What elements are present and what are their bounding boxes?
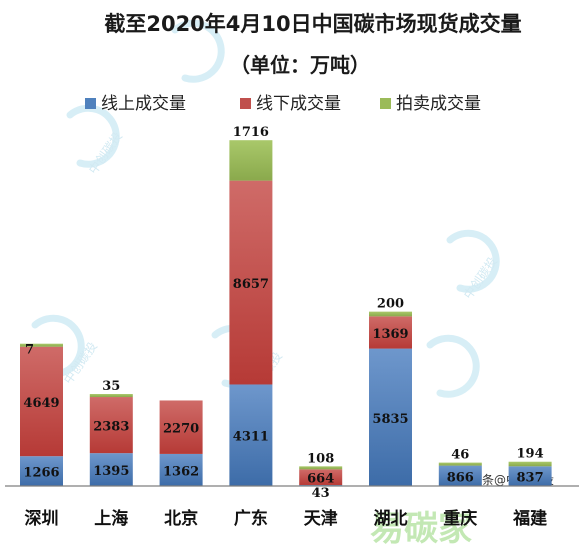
value-label: 4311: [233, 430, 269, 445]
chart-title: 截至2020年4月10日中国碳市场现货成交量: [104, 12, 521, 36]
value-label: 2270: [163, 422, 199, 437]
bar-4-拍卖成交量: [229, 140, 273, 181]
bar-1-拍卖成交量: [20, 343, 63, 347]
bar-7-线上成交量: [438, 465, 482, 486]
legend-swatch-2: [240, 98, 251, 109]
legend: 线上成交量 线下成交量 拍卖成交量: [85, 94, 481, 114]
category-labels: 深圳 上海 北京 广东 天津 湖北 重庆 福建: [25, 508, 548, 529]
value-label: 43: [312, 486, 330, 501]
value-label: 1266: [23, 466, 59, 481]
watermark-logo-text-1: 中创碳投: [85, 129, 125, 177]
bar-2-线上成交量: [89, 453, 133, 486]
bar-8-线上成交量: [508, 466, 552, 486]
value-label: 664: [307, 472, 334, 487]
legend-label-3: 拍卖成交量: [396, 94, 481, 114]
bar-5-拍卖成交量: [299, 466, 343, 470]
category-label: 广东: [234, 508, 268, 529]
value-label: 5835: [372, 412, 408, 427]
bar-8-拍卖成交量: [508, 461, 552, 467]
category-label: 福建: [512, 508, 547, 529]
bar-3-线上成交量: [159, 453, 203, 486]
chart-subtitle: （单位：万吨）: [230, 53, 370, 77]
value-label: 194: [517, 447, 544, 462]
watermark-bottom-text: 易碳家: [370, 509, 472, 548]
value-label: 866: [447, 470, 474, 485]
bar-4-线上成交量: [229, 384, 273, 486]
value-label: 1369: [372, 327, 408, 342]
legend-label-1: 线上成交量: [101, 94, 186, 114]
category-label: 天津: [304, 508, 338, 529]
value-label: 2383: [93, 420, 129, 435]
bar-6-线下成交量: [369, 316, 412, 349]
value-label: 7: [25, 343, 34, 358]
category-label: 上海: [94, 508, 128, 529]
bar-2-拍卖成交量: [89, 394, 133, 398]
bar-3-线下成交量: [159, 400, 203, 454]
category-label: 重庆: [443, 508, 477, 529]
watermark-circle-6: [426, 334, 480, 398]
value-label: 4649: [23, 396, 59, 411]
value-label: 837: [517, 471, 544, 486]
bar-6-拍卖成交量: [369, 311, 412, 317]
bar-6-线上成交量: [369, 348, 412, 486]
watermark-circle-2: [171, 19, 225, 83]
bar-2-线下成交量: [89, 397, 133, 454]
bar-7-拍卖成交量: [438, 462, 482, 466]
legend-swatch-1: [85, 98, 96, 109]
bar-1-线下成交量: [20, 346, 63, 457]
watermark-circle-5: [446, 229, 500, 293]
value-label: 108: [307, 451, 334, 466]
value-label: 1362: [163, 464, 199, 479]
value-label: 46: [451, 448, 469, 463]
legend-swatch-3: [380, 98, 391, 109]
value-label: 200: [377, 297, 404, 312]
value-labels: 1266 4649 7 1395 2383 35 1362 2270 4311 8657 1716 4…: [23, 125, 543, 501]
value-label: 8657: [233, 277, 269, 292]
category-label: 深圳: [25, 508, 59, 529]
category-label: 北京: [164, 508, 198, 529]
bars: [20, 140, 552, 486]
bar-5-线下成交量: [299, 469, 343, 485]
bar-1-线上成交量: [20, 456, 63, 486]
bar-4-线下成交量: [229, 180, 273, 385]
category-label: 湖北: [374, 509, 408, 529]
value-label: 1716: [233, 125, 269, 140]
value-label: 35: [102, 379, 120, 394]
legend-label-2: 线下成交量: [256, 94, 341, 114]
value-label: 1395: [93, 464, 129, 479]
watermark-circle-1: [66, 104, 120, 168]
